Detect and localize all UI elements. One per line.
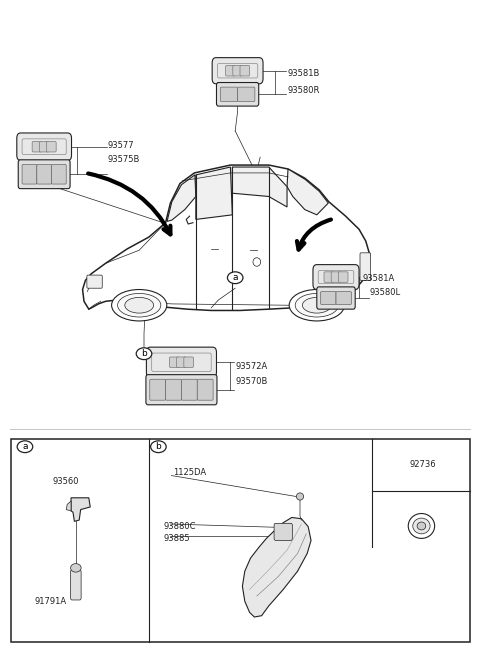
Ellipse shape xyxy=(125,297,154,313)
FancyBboxPatch shape xyxy=(197,379,213,400)
Polygon shape xyxy=(232,167,287,207)
Text: 93577: 93577 xyxy=(108,141,134,150)
FancyBboxPatch shape xyxy=(32,141,42,152)
FancyBboxPatch shape xyxy=(317,287,355,309)
FancyBboxPatch shape xyxy=(331,272,341,282)
Text: 93580L: 93580L xyxy=(370,288,401,297)
Text: 93581B: 93581B xyxy=(287,69,319,78)
FancyBboxPatch shape xyxy=(39,141,49,152)
Ellipse shape xyxy=(136,348,152,360)
FancyBboxPatch shape xyxy=(338,272,348,282)
Text: b: b xyxy=(156,442,161,451)
FancyBboxPatch shape xyxy=(71,570,81,600)
Text: 93575B: 93575B xyxy=(108,155,140,164)
Ellipse shape xyxy=(228,272,243,284)
Polygon shape xyxy=(242,517,311,617)
FancyBboxPatch shape xyxy=(169,357,179,367)
Text: b: b xyxy=(141,349,147,358)
Polygon shape xyxy=(167,175,196,221)
Polygon shape xyxy=(83,165,370,310)
Text: 93570B: 93570B xyxy=(235,377,267,386)
Ellipse shape xyxy=(71,563,81,572)
Text: 93885: 93885 xyxy=(163,534,190,543)
Bar xyxy=(11,439,470,642)
Text: a: a xyxy=(232,273,238,282)
Ellipse shape xyxy=(295,293,338,317)
Ellipse shape xyxy=(118,293,161,317)
Ellipse shape xyxy=(413,518,430,534)
FancyBboxPatch shape xyxy=(233,66,242,76)
Text: 93560: 93560 xyxy=(53,477,79,486)
FancyBboxPatch shape xyxy=(22,164,37,184)
FancyBboxPatch shape xyxy=(51,164,66,184)
Text: 91791A: 91791A xyxy=(35,597,67,606)
FancyBboxPatch shape xyxy=(18,160,70,189)
FancyBboxPatch shape xyxy=(146,375,217,405)
FancyBboxPatch shape xyxy=(166,379,181,400)
Text: 1125DA: 1125DA xyxy=(173,468,206,477)
Text: 93581A: 93581A xyxy=(362,274,395,283)
Polygon shape xyxy=(66,501,71,511)
Text: 93580R: 93580R xyxy=(287,86,319,95)
FancyBboxPatch shape xyxy=(238,87,255,102)
FancyBboxPatch shape xyxy=(240,66,250,76)
Text: a: a xyxy=(22,442,28,451)
FancyBboxPatch shape xyxy=(274,523,292,540)
Polygon shape xyxy=(71,498,90,521)
FancyBboxPatch shape xyxy=(177,357,186,367)
FancyBboxPatch shape xyxy=(321,291,336,305)
Ellipse shape xyxy=(408,514,435,538)
Ellipse shape xyxy=(111,290,167,321)
Ellipse shape xyxy=(151,441,166,453)
FancyBboxPatch shape xyxy=(216,83,259,106)
FancyBboxPatch shape xyxy=(324,272,334,282)
FancyBboxPatch shape xyxy=(181,379,197,400)
FancyBboxPatch shape xyxy=(184,357,193,367)
FancyBboxPatch shape xyxy=(47,141,56,152)
FancyBboxPatch shape xyxy=(87,275,102,288)
FancyBboxPatch shape xyxy=(313,265,359,290)
Ellipse shape xyxy=(17,441,33,453)
FancyBboxPatch shape xyxy=(336,291,351,305)
Polygon shape xyxy=(287,169,328,215)
FancyBboxPatch shape xyxy=(146,347,216,377)
FancyBboxPatch shape xyxy=(150,379,166,400)
Text: 93880C: 93880C xyxy=(163,522,196,531)
FancyBboxPatch shape xyxy=(226,66,235,76)
Text: 92736: 92736 xyxy=(409,460,436,469)
Ellipse shape xyxy=(302,297,331,313)
Ellipse shape xyxy=(417,522,426,530)
Polygon shape xyxy=(196,167,232,219)
FancyBboxPatch shape xyxy=(17,133,72,160)
FancyBboxPatch shape xyxy=(37,164,51,184)
Ellipse shape xyxy=(289,290,345,321)
FancyBboxPatch shape xyxy=(212,58,263,84)
FancyBboxPatch shape xyxy=(220,87,238,102)
Ellipse shape xyxy=(253,258,261,266)
FancyBboxPatch shape xyxy=(360,253,371,280)
Text: 93572A: 93572A xyxy=(235,362,267,371)
Ellipse shape xyxy=(296,493,304,500)
